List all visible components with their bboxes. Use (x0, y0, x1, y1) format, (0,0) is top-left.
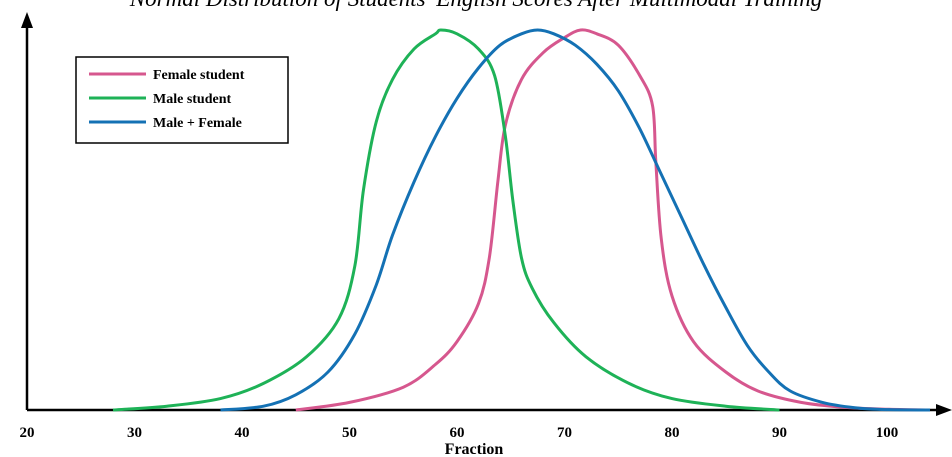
legend-box (75, 56, 289, 144)
series-lines (112, 28, 931, 412)
x-tick-label: 90 (772, 425, 787, 441)
x-axis-arrow (936, 404, 952, 416)
x-tick-label: 40 (235, 425, 250, 441)
series-line-1 (112, 28, 780, 412)
axes (21, 12, 952, 416)
legend-label-1: Male student (153, 92, 232, 107)
y-axis-arrow (21, 12, 33, 28)
x-tick-label: 50 (342, 425, 357, 441)
series-line-2 (220, 28, 931, 412)
x-tick-labels: 20 30 40 50 60 70 80 90 100 (20, 425, 899, 441)
legend: Female student Male student Male + Female (75, 56, 289, 144)
x-tick-label: 70 (557, 425, 572, 441)
x-tick-label: 30 (127, 425, 142, 441)
legend-label-2: Male + Female (153, 116, 242, 131)
x-tick-label: 80 (665, 425, 680, 441)
legend-label-0: Female student (153, 68, 245, 83)
x-tick-label: 20 (20, 425, 35, 441)
chart-title: Normal Distribution of Students' English… (129, 0, 822, 11)
x-tick-label: 100 (876, 425, 899, 441)
x-tick-label: 60 (450, 425, 465, 441)
x-axis-label: Fraction (445, 441, 504, 457)
series-line-0 (295, 28, 931, 412)
